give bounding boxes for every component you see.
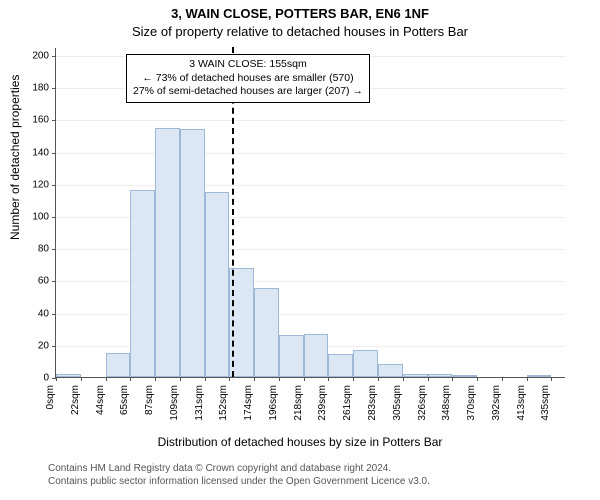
x-tick bbox=[328, 377, 329, 381]
x-tick bbox=[229, 377, 230, 381]
histogram-bar bbox=[428, 374, 453, 377]
x-tick bbox=[502, 377, 503, 381]
y-tick-label: 180 bbox=[32, 83, 49, 94]
y-tick-label: 20 bbox=[38, 340, 49, 351]
x-tick-label: 239sqm bbox=[317, 385, 328, 421]
annotation-line1: 3 WAIN CLOSE: 155sqm bbox=[133, 58, 363, 72]
x-tick-label: 392sqm bbox=[491, 385, 502, 421]
annotation-box: 3 WAIN CLOSE: 155sqm← 73% of detached ho… bbox=[126, 54, 370, 103]
y-tick bbox=[52, 120, 56, 121]
footer-line2: Contains public sector information licen… bbox=[48, 475, 430, 488]
x-tick bbox=[155, 377, 156, 381]
footer-attribution: Contains HM Land Registry data © Crown c… bbox=[48, 462, 430, 488]
histogram-bar bbox=[353, 350, 378, 377]
page-title-line2: Size of property relative to detached ho… bbox=[0, 24, 600, 39]
x-tick bbox=[254, 377, 255, 381]
histogram-bar bbox=[56, 374, 81, 377]
y-tick-label: 200 bbox=[32, 51, 49, 62]
x-tick-label: 370sqm bbox=[466, 385, 477, 421]
histogram-bar bbox=[254, 288, 279, 377]
y-tick bbox=[52, 346, 56, 347]
y-tick bbox=[52, 249, 56, 250]
y-tick-label: 40 bbox=[38, 308, 49, 319]
annotation-line2: ← 73% of detached houses are smaller (57… bbox=[133, 72, 363, 86]
histogram-bar bbox=[304, 334, 329, 377]
annotation-line3: 27% of semi-detached houses are larger (… bbox=[133, 85, 363, 99]
y-tick bbox=[52, 153, 56, 154]
histogram-bar bbox=[130, 190, 155, 377]
x-tick-label: 435sqm bbox=[540, 385, 551, 421]
y-tick-label: 120 bbox=[32, 179, 49, 190]
histogram-bar bbox=[403, 374, 428, 377]
histogram-bar bbox=[452, 375, 477, 377]
y-tick-label: 100 bbox=[32, 212, 49, 223]
grid-line bbox=[56, 185, 566, 186]
x-tick-label: 283sqm bbox=[367, 385, 378, 421]
x-tick-label: 348sqm bbox=[441, 385, 452, 421]
x-tick bbox=[403, 377, 404, 381]
y-tick-label: 0 bbox=[43, 373, 49, 384]
y-tick bbox=[52, 88, 56, 89]
histogram-bar bbox=[328, 354, 353, 377]
footer-line1: Contains HM Land Registry data © Crown c… bbox=[48, 462, 430, 475]
y-tick bbox=[52, 314, 56, 315]
y-tick-label: 140 bbox=[32, 147, 49, 158]
x-tick bbox=[428, 377, 429, 381]
x-tick-label: 218sqm bbox=[293, 385, 304, 421]
x-tick-label: 44sqm bbox=[95, 385, 106, 415]
x-tick bbox=[477, 377, 478, 381]
x-tick-label: 174sqm bbox=[243, 385, 254, 421]
y-tick bbox=[52, 185, 56, 186]
y-tick bbox=[52, 281, 56, 282]
x-tick bbox=[130, 377, 131, 381]
x-tick bbox=[106, 377, 107, 381]
histogram-bar bbox=[205, 192, 230, 377]
x-axis-label: Distribution of detached houses by size … bbox=[0, 435, 600, 449]
x-tick-label: 196sqm bbox=[268, 385, 279, 421]
x-tick-label: 22sqm bbox=[70, 385, 81, 415]
y-tick bbox=[52, 56, 56, 57]
x-tick-label: 326sqm bbox=[417, 385, 428, 421]
y-tick bbox=[52, 217, 56, 218]
x-tick-label: 0sqm bbox=[45, 385, 56, 409]
x-tick bbox=[527, 377, 528, 381]
x-tick-label: 152sqm bbox=[218, 385, 229, 421]
histogram-plot: 0204060801001201401601802000sqm22sqm44sq… bbox=[55, 48, 565, 378]
x-tick-label: 305sqm bbox=[392, 385, 403, 421]
x-tick-label: 65sqm bbox=[119, 385, 130, 415]
histogram-bar bbox=[155, 128, 180, 378]
x-tick bbox=[353, 377, 354, 381]
grid-line bbox=[56, 120, 566, 121]
x-tick bbox=[378, 377, 379, 381]
page-title-line1: 3, WAIN CLOSE, POTTERS BAR, EN6 1NF bbox=[0, 6, 600, 21]
x-tick bbox=[205, 377, 206, 381]
x-tick bbox=[180, 377, 181, 381]
y-axis-label: Number of detached properties bbox=[8, 75, 22, 240]
x-tick bbox=[452, 377, 453, 381]
y-tick-label: 80 bbox=[38, 244, 49, 255]
x-tick bbox=[56, 377, 57, 381]
histogram-bar bbox=[378, 364, 403, 377]
y-tick-label: 160 bbox=[32, 115, 49, 126]
x-tick-label: 87sqm bbox=[144, 385, 155, 415]
x-tick-label: 109sqm bbox=[169, 385, 180, 421]
y-tick-label: 60 bbox=[38, 276, 49, 287]
x-tick-label: 413sqm bbox=[516, 385, 527, 421]
x-tick-label: 131sqm bbox=[194, 385, 205, 421]
histogram-bar bbox=[279, 335, 304, 377]
histogram-bar bbox=[180, 129, 205, 377]
x-tick bbox=[279, 377, 280, 381]
x-tick bbox=[304, 377, 305, 381]
x-tick-label: 261sqm bbox=[342, 385, 353, 421]
grid-line bbox=[56, 153, 566, 154]
x-tick bbox=[551, 377, 552, 381]
x-tick bbox=[81, 377, 82, 381]
histogram-bar bbox=[527, 375, 552, 377]
histogram-bar bbox=[106, 353, 131, 377]
